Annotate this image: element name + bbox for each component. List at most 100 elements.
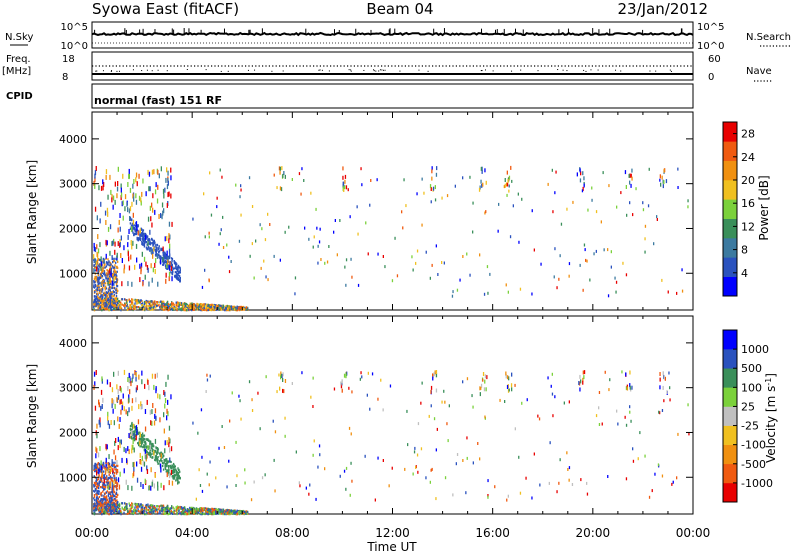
range-gate-cell [264, 473, 266, 477]
range-gate-cell [531, 496, 533, 500]
range-gate-cell [156, 302, 158, 305]
range-gate-cell [215, 511, 217, 514]
range-gate-cell [157, 281, 159, 287]
range-gate-cell [156, 451, 158, 454]
freq-dot [566, 70, 568, 72]
range-gate-cell [147, 248, 149, 251]
range-gate-cell [209, 303, 212, 307]
range-gate-cell [117, 166, 119, 172]
range-gate-cell [110, 512, 113, 516]
power-colorbar-frame [722, 121, 738, 297]
range-gate-cell [608, 388, 610, 392]
range-gate-cell [206, 378, 209, 382]
range-gate-cell [150, 509, 153, 513]
range-gate-cell [171, 470, 174, 473]
range-gate-cell [462, 255, 464, 258]
range-gate-cell [168, 473, 171, 479]
range-gate-cell [441, 400, 443, 404]
range-gate-cell [130, 306, 132, 309]
range-gate-cell [99, 295, 102, 298]
range-gate-cell [347, 188, 349, 192]
range-gate-cell [105, 272, 108, 275]
range-gate-cell [102, 179, 104, 185]
range-gate-cell [94, 170, 97, 176]
range-gate-cell [135, 397, 137, 403]
colorbar-block [723, 330, 737, 350]
range-gate-cell [102, 462, 104, 465]
range-gate-cell [261, 476, 264, 480]
range-gate-cell [193, 512, 195, 515]
range-gate-cell [97, 234, 99, 240]
freq-dot [615, 69, 617, 71]
range-gate-cell [443, 389, 445, 393]
range-gate-cell [367, 371, 369, 375]
range-gate-cell [114, 506, 116, 509]
range-gate-cell [279, 166, 281, 171]
range-gate-cell [168, 276, 170, 282]
range-gate-cell [238, 512, 240, 515]
range-gate-cell [310, 191, 312, 195]
range-gate-cell [162, 246, 164, 252]
range-gate-cell [507, 384, 509, 388]
range-gate-cell [625, 423, 628, 427]
range-gate-cell [116, 484, 118, 487]
range-gate-cell [128, 208, 131, 214]
range-gate-cell [506, 193, 508, 197]
range-gate-cell [431, 467, 433, 471]
range-gate-cell [166, 507, 168, 510]
range-gate-cell [168, 233, 170, 239]
freq-dot [649, 70, 651, 72]
range-gate-cell [109, 174, 111, 180]
range-gate-cell [100, 493, 102, 496]
range-gate-cell [219, 512, 221, 515]
range-gate-cell [198, 508, 201, 511]
range-gate-cell [131, 244, 133, 250]
range-gate-cell [165, 470, 167, 473]
y-tick-label: 1000 [59, 471, 87, 484]
range-gate-cell [182, 302, 184, 305]
range-gate-cell [173, 303, 175, 306]
range-gate-cell [154, 248, 156, 251]
range-gate-cell [213, 306, 215, 309]
range-gate-cell [113, 281, 116, 284]
velocity-panel-frame [91, 315, 694, 515]
range-gate-cell [166, 202, 168, 208]
range-gate-cell [207, 308, 209, 312]
range-gate-cell [345, 258, 348, 262]
range-gate-cell [114, 498, 116, 501]
range-gate-cell [128, 449, 130, 455]
range-gate-cell [343, 189, 345, 192]
range-gate-cell [551, 392, 554, 396]
range-gate-cell [129, 227, 132, 230]
range-gate-cell [214, 512, 216, 515]
range-gate-cell [210, 511, 212, 514]
range-gate-cell [118, 300, 120, 303]
range-gate-cell [161, 509, 163, 512]
range-gate-cell [582, 380, 584, 385]
range-gate-cell [108, 287, 110, 290]
range-gate-cell [625, 185, 627, 189]
range-gate-cell [94, 381, 96, 387]
range-gate-cell [131, 301, 133, 304]
range-gate-cell [553, 275, 555, 279]
range-gate-cell [101, 307, 103, 310]
range-gate-cell [210, 213, 213, 217]
range-gate-cell [165, 512, 167, 515]
range-gate-cell [98, 299, 100, 303]
range-gate-cell [100, 265, 102, 271]
range-gate-cell [176, 263, 178, 266]
range-gate-cell [152, 251, 154, 254]
range-gate-cell [118, 504, 121, 507]
range-gate-cell [137, 503, 140, 506]
range-gate-cell [109, 497, 111, 500]
range-gate-cell [635, 187, 637, 191]
range-gate-cell [415, 261, 417, 265]
range-gate-cell [95, 285, 97, 288]
range-gate-cell [94, 505, 96, 508]
range-gate-cell [100, 491, 102, 495]
range-gate-cell [172, 266, 174, 269]
range-gate-cell [168, 480, 170, 486]
range-gate-cell [598, 391, 601, 394]
range-gate-cell [100, 261, 103, 266]
range-gate-cell [112, 399, 115, 405]
